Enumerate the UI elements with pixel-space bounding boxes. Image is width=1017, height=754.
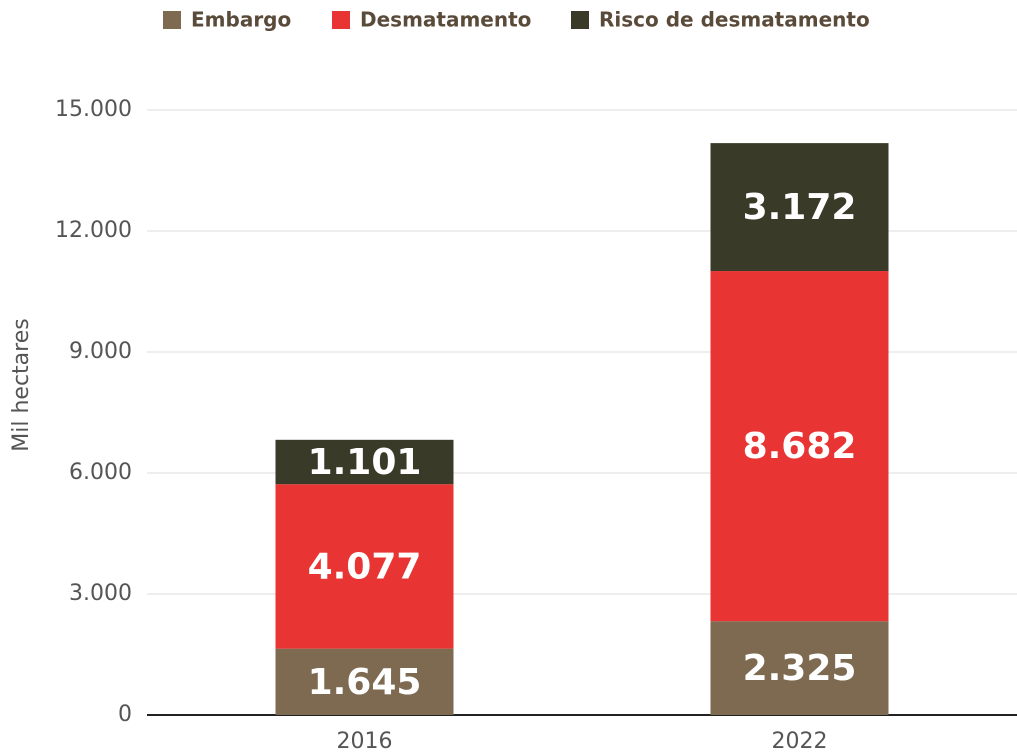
bar-segment [710, 621, 889, 715]
data-label: 1.101 [308, 442, 422, 483]
data-label: 4.077 [308, 546, 422, 587]
y-tick-label: 9.000 [69, 339, 132, 364]
legend-label: Desmatamento [360, 8, 531, 32]
x-tick-label: 2022 [772, 729, 828, 754]
data-label: 3.172 [743, 187, 857, 228]
y-axis-label: Mil hectares [9, 318, 34, 451]
bar-segment [275, 484, 454, 649]
data-label: 8.682 [743, 426, 857, 467]
y-tick-label: 12.000 [55, 218, 132, 243]
y-tick-label: 6.000 [69, 460, 132, 485]
bar-segment [275, 648, 454, 715]
bar-segment [710, 271, 889, 622]
x-tick-label: 2016 [337, 729, 393, 754]
legend-label: Risco de desmatamento [599, 8, 870, 32]
legend-swatch [332, 11, 350, 29]
legend-label: Embargo [191, 8, 291, 32]
y-tick-label: 15.000 [55, 97, 132, 122]
data-label: 2.325 [743, 648, 857, 689]
bar-segment [275, 439, 454, 485]
bar-segment [710, 143, 889, 272]
y-tick-label: 0 [118, 702, 132, 727]
y-tick-label: 3.000 [69, 581, 132, 606]
legend-swatch [571, 11, 589, 29]
legend-swatch [163, 11, 181, 29]
data-label: 1.645 [308, 662, 422, 703]
